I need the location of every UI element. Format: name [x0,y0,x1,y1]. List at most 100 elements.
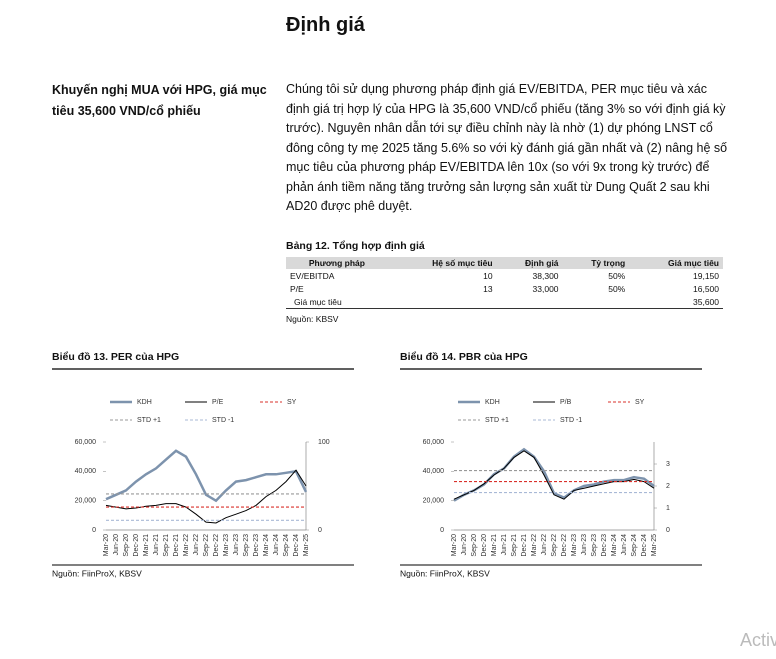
x-tick-label: Mar-20 [451,534,458,556]
x-tick-label: Mar-24 [263,534,270,556]
watermark: Activ [740,630,776,650]
x-tick-label: Dec-23 [253,534,260,557]
x-tick-label: Dec-22 [561,534,568,557]
y-tick-label: 0 [92,527,96,534]
x-tick-label: Jun-21 [153,534,160,556]
x-tick-label: Dec-21 [521,534,528,557]
y2-tick-label: 3 [666,461,670,468]
column-header: Hệ số mục tiêu [387,257,497,269]
x-tick-label: Dec-20 [481,534,488,557]
column-header: Định giá [496,257,563,269]
legend-label: STD +1 [485,417,509,424]
x-tick-label: Dec-20 [133,534,140,557]
y-tick-label: 0 [440,527,444,534]
chart-source: Nguồn: FiinProX, KBSV [52,568,142,578]
table-cell [388,295,497,309]
x-tick-label: Sep-21 [511,534,518,557]
x-tick-label: Mar-23 [223,534,230,556]
x-tick-label: Dec-21 [173,534,180,557]
x-tick-label: Mar-22 [531,534,538,556]
table-row: Giá mục tiêu 35,600 [286,295,723,309]
table-title: Bảng 12. Tổng hợp định giá [286,240,425,252]
x-tick-label: Mar-25 [651,534,658,556]
x-tick-label: Sep-20 [123,534,130,557]
x-tick-label: Jun-22 [541,534,548,556]
x-tick-label: Sep-24 [631,534,638,557]
legend-label: STD +1 [137,417,161,424]
y2-tick-label: 0 [666,527,670,534]
x-tick-label: Jun-23 [581,534,588,556]
x-tick-label: Dec-22 [213,534,220,557]
legend-label: STD -1 [212,417,234,424]
x-tick-label: Jun-22 [193,534,200,556]
y2-tick-label: 1 [666,505,670,512]
x-tick-label: Jun-23 [233,534,240,556]
x-tick-label: Mar-20 [103,534,110,556]
table-cell [497,295,563,309]
legend-label: SY [635,399,645,406]
y-tick-label: 40,000 [423,468,445,475]
table-cell: 50% [608,270,626,281]
x-tick-label: Dec-23 [601,534,608,557]
legend-label: STD -1 [560,417,582,424]
column-header: Giá mục tiêu [629,257,723,269]
y-tick-label: 20,000 [423,498,445,505]
table-cell: 38,300 [532,270,559,281]
x-tick-label: Mar-21 [491,534,498,556]
table-cell: 13 [483,283,493,294]
x-tick-label: Mar-23 [571,534,578,556]
x-tick-label: Mar-22 [183,534,190,556]
x-tick-label: Mar-24 [611,534,618,556]
y-tick-label: 60,000 [423,439,445,446]
x-tick-label: Dec-24 [641,534,648,557]
table-cell: 10 [483,270,493,281]
column-header: Tỷ trọng [562,257,630,269]
series-line [105,449,308,503]
legend-label: P/E [212,399,224,406]
x-tick-label: Sep-23 [243,534,250,557]
legend-label: P/B [560,399,572,406]
x-tick-label: Sep-22 [203,534,210,557]
x-tick-label: Sep-22 [551,534,558,557]
x-tick-label: Sep-24 [283,534,290,557]
table-cell: EV/EBITDA [290,270,335,281]
x-tick-label: Sep-20 [471,534,478,557]
x-tick-label: Mar-21 [143,534,150,556]
legend-label: KDH [137,399,152,406]
table-cell: 33,000 [532,283,559,294]
table-source: Nguồn: KBSV [286,314,339,324]
table-row: P/E 13 33,000 50% 16,500 [286,282,723,295]
body-text: Chúng tôi sử dụng phương pháp định giá E… [286,82,728,213]
table-cell: Giá mục tiêu [294,296,342,307]
chart-title: Biểu đồ 14. PBR của HPG [400,351,528,363]
chart: Biểu đồ 13. PER của HPG Nguồn: FiinProX, … [52,351,354,578]
x-tick-label: Mar-25 [303,534,310,556]
table-row: EV/EBITDA 10 38,300 50% 19,150 [286,269,723,282]
x-tick-label: Sep-23 [591,534,598,557]
legend-label: KDH [485,399,500,406]
table-cell: 16,500 [693,283,719,294]
x-tick-label: Sep-21 [163,534,170,557]
x-tick-label: Jun-20 [461,534,468,556]
table-cell: P/E [290,283,304,294]
y2-tick-label: 100 [318,439,330,446]
y-tick-label: 60,000 [75,439,97,446]
table-cell: 19,150 [693,270,719,281]
valuation-table: Phương pháp Hệ số mục tiêu Định giá Tỷ trọn… [286,257,723,309]
x-tick-label: Jun-24 [273,534,280,556]
table-cell: 35,600 [693,296,719,307]
chart: Biểu đồ 14. PBR của HPG Nguồn: FiinProX, … [400,351,702,578]
header-row: Phương pháp Hệ số mục tiêu Định giá Tỷ trọn… [286,257,723,269]
x-tick-label: Jun-20 [113,534,120,556]
y-tick-label: 40,000 [75,468,97,475]
x-tick-label: Jun-24 [621,534,628,556]
y-tick-label: 20,000 [75,498,97,505]
y2-tick-label: 2 [666,483,670,490]
legend-label: SY [287,399,297,406]
table-cell [563,295,630,309]
table-cell: 50% [608,283,626,294]
recommendation: Khuyến nghị MUA với HPG, giá mục tiêu 35… [52,83,267,118]
section-title: Định giá [286,14,365,36]
chart-source: Nguồn: FiinProX, KBSV [400,568,490,578]
